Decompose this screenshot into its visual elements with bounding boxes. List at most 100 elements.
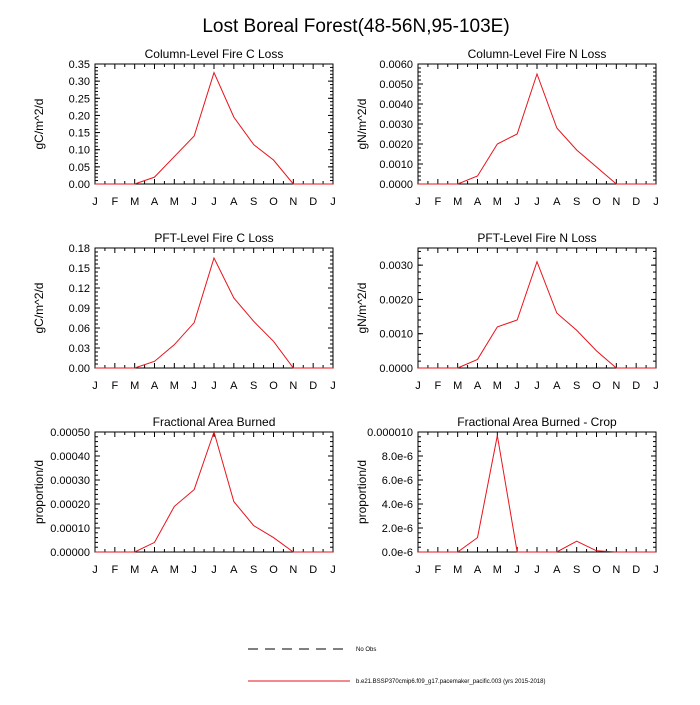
y-tick-label: 8.0e-6 bbox=[382, 451, 413, 463]
x-tick-label: D bbox=[632, 196, 640, 208]
x-tick-label: N bbox=[612, 564, 620, 576]
x-tick-label: J bbox=[92, 196, 98, 208]
x-tick-label: J bbox=[415, 564, 421, 576]
series-line bbox=[95, 73, 333, 184]
x-tick-label: J bbox=[653, 380, 659, 392]
y-tick-label: 0.0010 bbox=[379, 159, 413, 171]
x-tick-label: O bbox=[269, 564, 278, 576]
x-tick-label: N bbox=[612, 196, 620, 208]
x-tick-label: A bbox=[553, 196, 561, 208]
y-tick-label: 0.05 bbox=[69, 162, 90, 174]
y-tick-label: 0.0040 bbox=[379, 99, 413, 111]
x-tick-label: J bbox=[330, 564, 336, 576]
x-tick-label: J bbox=[534, 196, 540, 208]
panel-title: Fractional Area Burned bbox=[153, 415, 276, 429]
y-tick-label: 0.00020 bbox=[50, 499, 90, 511]
x-tick-label: M bbox=[453, 196, 462, 208]
y-tick-label: 0.35 bbox=[69, 59, 90, 71]
x-tick-label: J bbox=[211, 564, 217, 576]
x-tick-label: F bbox=[111, 564, 118, 576]
y-tick-label: 0.0030 bbox=[379, 119, 413, 131]
series-line bbox=[418, 74, 656, 184]
x-tick-label: A bbox=[230, 380, 238, 392]
x-tick-label: O bbox=[592, 564, 601, 576]
x-tick-label: A bbox=[151, 380, 159, 392]
plot-frame bbox=[418, 248, 656, 368]
x-tick-label: M bbox=[493, 564, 502, 576]
panel-6: Fractional Area Burned - Crop proportion/… bbox=[355, 415, 659, 576]
y-tick-label: 4.0e-6 bbox=[382, 499, 413, 511]
y-tick-label: 0.20 bbox=[69, 110, 90, 122]
y-tick-label: 0.0030 bbox=[379, 260, 413, 272]
y-tick-label: 0.18 bbox=[69, 243, 90, 255]
y-tick-label: 0.0060 bbox=[379, 59, 413, 71]
y-axis-label: proportion/d bbox=[355, 460, 369, 524]
x-tick-label: D bbox=[309, 380, 317, 392]
panel-title: PFT-Level Fire N Loss bbox=[477, 231, 596, 245]
x-tick-label: J bbox=[653, 196, 659, 208]
panel-title: Fractional Area Burned - Crop bbox=[457, 415, 617, 429]
y-tick-label: 0.00050 bbox=[50, 427, 90, 439]
plot-frame bbox=[95, 432, 333, 552]
x-tick-label: J bbox=[191, 196, 197, 208]
x-tick-label: F bbox=[111, 196, 118, 208]
x-tick-label: F bbox=[111, 380, 118, 392]
x-tick-label: O bbox=[269, 196, 278, 208]
x-tick-label: D bbox=[309, 196, 317, 208]
x-tick-label: M bbox=[493, 196, 502, 208]
x-tick-label: D bbox=[309, 564, 317, 576]
x-tick-label: J bbox=[514, 564, 520, 576]
x-tick-label: S bbox=[250, 196, 257, 208]
x-tick-label: A bbox=[151, 564, 159, 576]
x-tick-label: J bbox=[534, 564, 540, 576]
y-tick-label: 0.00040 bbox=[50, 451, 90, 463]
x-tick-label: J bbox=[191, 564, 197, 576]
x-tick-label: S bbox=[250, 564, 257, 576]
legend-model-label: b.e21.BSSP370cmip6.f09_g17.pacemaker_pac… bbox=[356, 679, 545, 685]
y-tick-label: 0.0000 bbox=[379, 179, 413, 191]
x-tick-label: O bbox=[269, 380, 278, 392]
y-tick-label: 6.0e-6 bbox=[382, 475, 413, 487]
x-tick-label: M bbox=[170, 196, 179, 208]
y-tick-label: 0.15 bbox=[69, 263, 90, 275]
y-tick-label: 0.06 bbox=[69, 323, 90, 335]
y-tick-label: 0.30 bbox=[69, 76, 90, 88]
x-tick-label: A bbox=[474, 564, 482, 576]
x-tick-label: J bbox=[653, 564, 659, 576]
legend-obs-label: No Obs bbox=[356, 647, 376, 653]
x-tick-label: A bbox=[553, 564, 561, 576]
y-tick-label: 0.10 bbox=[69, 145, 90, 157]
y-tick-label: 0.0050 bbox=[379, 79, 413, 91]
y-axis-label: proportion/d bbox=[32, 460, 46, 524]
x-tick-label: A bbox=[230, 196, 238, 208]
y-tick-label: 0.0020 bbox=[379, 294, 413, 306]
x-tick-label: J bbox=[415, 196, 421, 208]
y-axis-label: gC/m^2/d bbox=[32, 283, 46, 334]
y-tick-label: 0.0e-6 bbox=[382, 547, 413, 559]
y-tick-label: 0.03 bbox=[69, 343, 90, 355]
x-tick-label: F bbox=[434, 196, 441, 208]
series-line bbox=[95, 432, 333, 552]
x-tick-label: S bbox=[573, 380, 580, 392]
x-tick-label: M bbox=[170, 380, 179, 392]
y-tick-label: 0.0020 bbox=[379, 139, 413, 151]
x-tick-label: O bbox=[592, 380, 601, 392]
y-axis-label: gC/m^2/d bbox=[32, 99, 46, 150]
y-axis-label: gN/m^2/d bbox=[355, 99, 369, 150]
x-tick-label: J bbox=[211, 196, 217, 208]
y-tick-label: 0.00 bbox=[69, 179, 90, 191]
x-tick-label: J bbox=[514, 196, 520, 208]
x-tick-label: N bbox=[289, 196, 297, 208]
x-tick-label: J bbox=[330, 196, 336, 208]
x-tick-label: J bbox=[415, 380, 421, 392]
y-tick-label: 0.09 bbox=[69, 303, 90, 315]
x-tick-label: N bbox=[289, 380, 297, 392]
x-tick-label: M bbox=[453, 564, 462, 576]
panel-title: PFT-Level Fire C Loss bbox=[154, 231, 273, 245]
x-tick-label: A bbox=[553, 380, 561, 392]
